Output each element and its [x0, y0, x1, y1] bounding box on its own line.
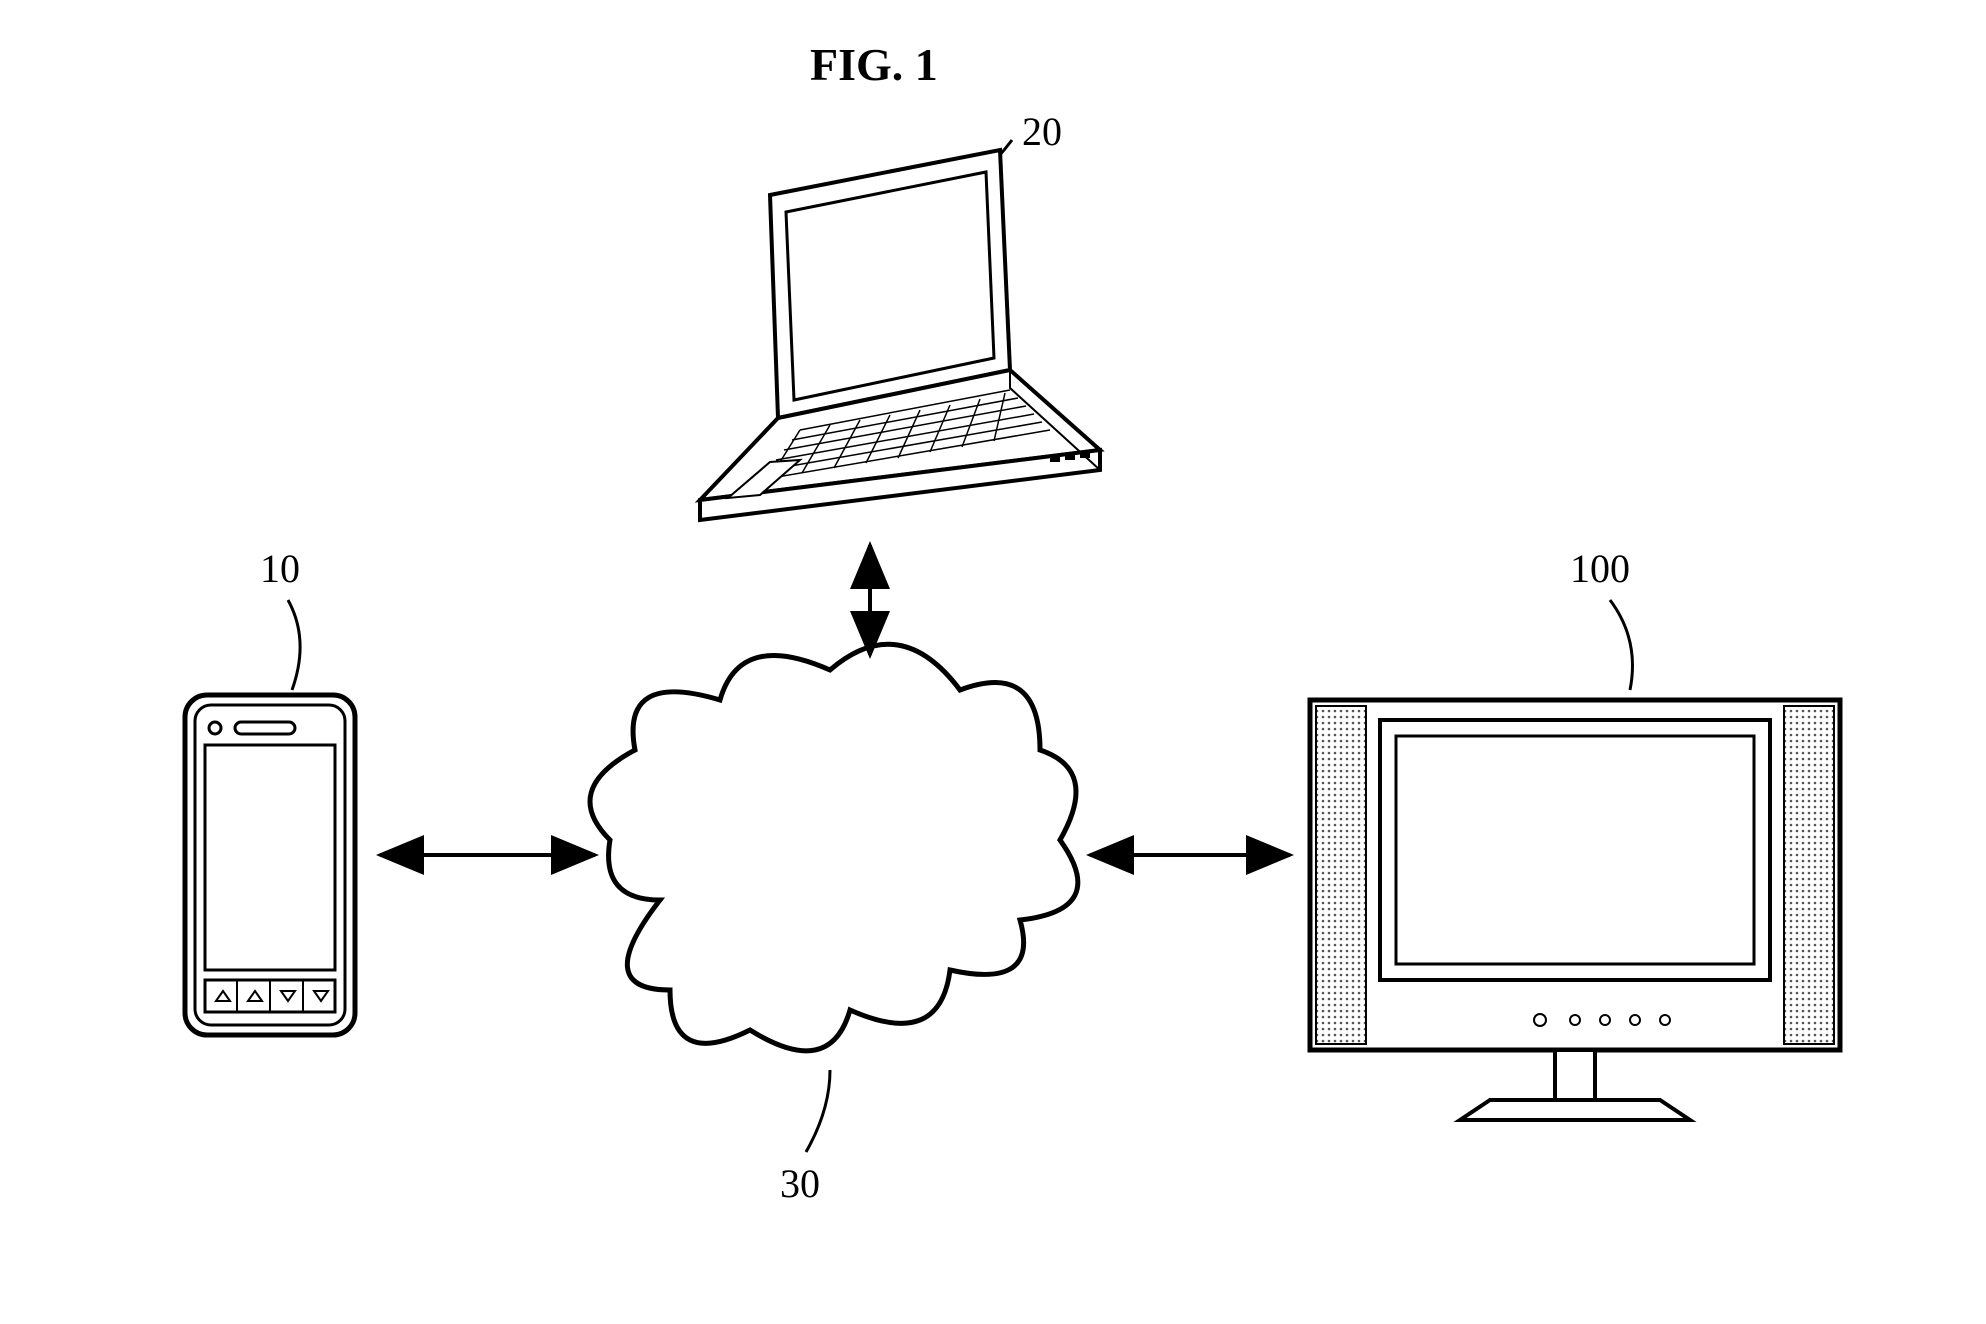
tv-icon	[1310, 700, 1840, 1120]
cloud-icon	[590, 644, 1078, 1051]
laptop-icon	[700, 150, 1100, 520]
diagram-svg	[0, 0, 1986, 1324]
diagram-canvas: FIG. 1 10 20 30 100 Network	[0, 0, 1986, 1324]
leader-phone	[288, 600, 300, 690]
leader-tv	[1610, 600, 1633, 690]
leader-cloud	[806, 1070, 830, 1152]
phone-icon	[185, 695, 355, 1035]
